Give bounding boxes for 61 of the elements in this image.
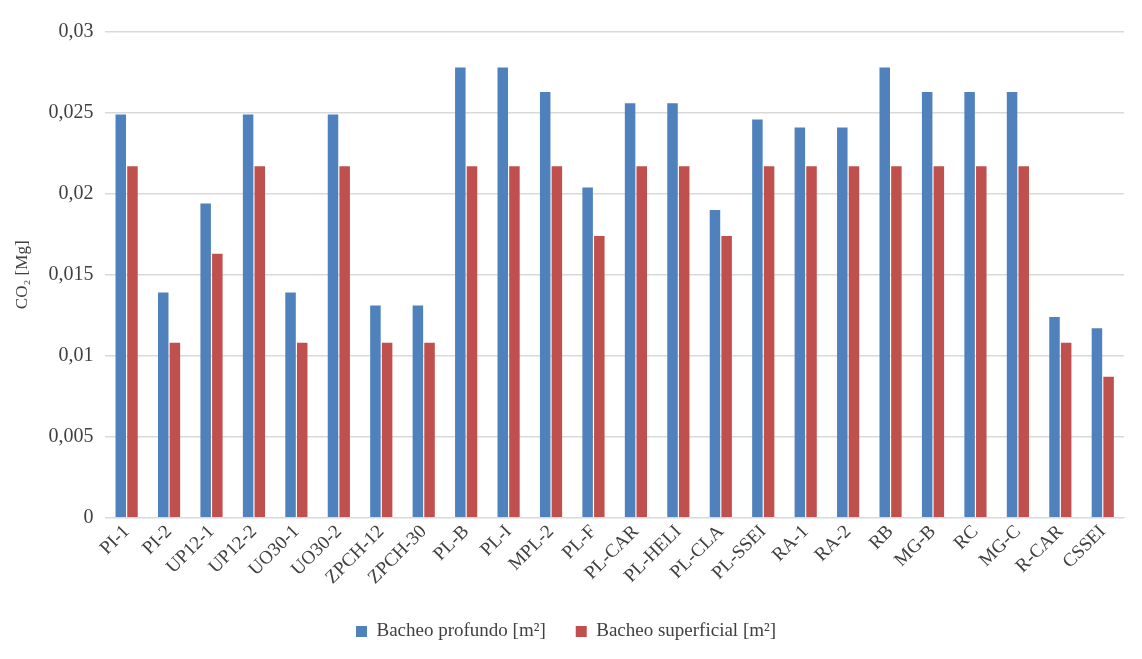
bar bbox=[1103, 376, 1114, 517]
bar bbox=[964, 91, 975, 517]
y-tick-label: 0,015 bbox=[48, 262, 94, 285]
bar bbox=[976, 166, 987, 517]
bar bbox=[285, 292, 296, 517]
bar bbox=[509, 166, 520, 517]
bar bbox=[1006, 91, 1018, 517]
bar bbox=[879, 67, 890, 517]
x-tick-label: PI-1 bbox=[94, 520, 133, 559]
bar bbox=[115, 114, 127, 517]
y-tick-label: 0,03 bbox=[58, 19, 94, 42]
bar bbox=[212, 253, 223, 517]
legend-label: Bacheo superficial [m²] bbox=[596, 619, 777, 641]
bar bbox=[539, 91, 551, 517]
bar bbox=[1049, 316, 1060, 517]
bar bbox=[636, 166, 648, 517]
bar bbox=[370, 305, 381, 517]
y-tick-label: 0 bbox=[83, 504, 94, 527]
bar bbox=[891, 166, 902, 517]
bar bbox=[157, 292, 169, 517]
bar bbox=[127, 166, 138, 517]
bar bbox=[1060, 342, 1072, 517]
y-axis-title: CO₂ [Mg] bbox=[11, 240, 31, 310]
bar bbox=[327, 114, 339, 517]
bar bbox=[594, 235, 605, 517]
bar bbox=[381, 342, 393, 517]
bar bbox=[678, 166, 690, 517]
bar bbox=[412, 305, 424, 517]
y-tick-label: 0,01 bbox=[58, 343, 94, 365]
bar bbox=[1018, 166, 1029, 517]
bar bbox=[254, 166, 266, 517]
bar bbox=[794, 127, 806, 517]
bar bbox=[339, 166, 350, 517]
x-tick-label: RC bbox=[949, 520, 982, 553]
bar bbox=[848, 166, 860, 517]
bar bbox=[806, 166, 817, 517]
bar bbox=[667, 103, 678, 517]
bar bbox=[424, 342, 435, 517]
bar bbox=[763, 166, 775, 517]
bar bbox=[200, 203, 211, 517]
bar bbox=[721, 235, 732, 517]
legend-label: Bacheo profundo [m²] bbox=[376, 619, 546, 641]
x-tick-label: RB bbox=[864, 520, 897, 553]
bar bbox=[466, 166, 478, 517]
bar bbox=[752, 119, 763, 517]
bar bbox=[837, 127, 848, 517]
bar bbox=[169, 342, 181, 517]
bar bbox=[1091, 328, 1103, 517]
y-tick-label: 0,025 bbox=[48, 100, 94, 123]
bar bbox=[551, 166, 563, 517]
bar bbox=[709, 210, 721, 517]
bar bbox=[921, 91, 933, 517]
y-tick-label: 0,005 bbox=[48, 423, 94, 446]
bar bbox=[933, 166, 945, 517]
bar bbox=[582, 187, 593, 517]
bar bbox=[296, 342, 308, 517]
bar bbox=[497, 67, 509, 517]
bar bbox=[624, 103, 636, 517]
bar bbox=[455, 67, 466, 517]
bar bbox=[242, 114, 254, 517]
y-tick-label: 0,02 bbox=[58, 181, 94, 204]
